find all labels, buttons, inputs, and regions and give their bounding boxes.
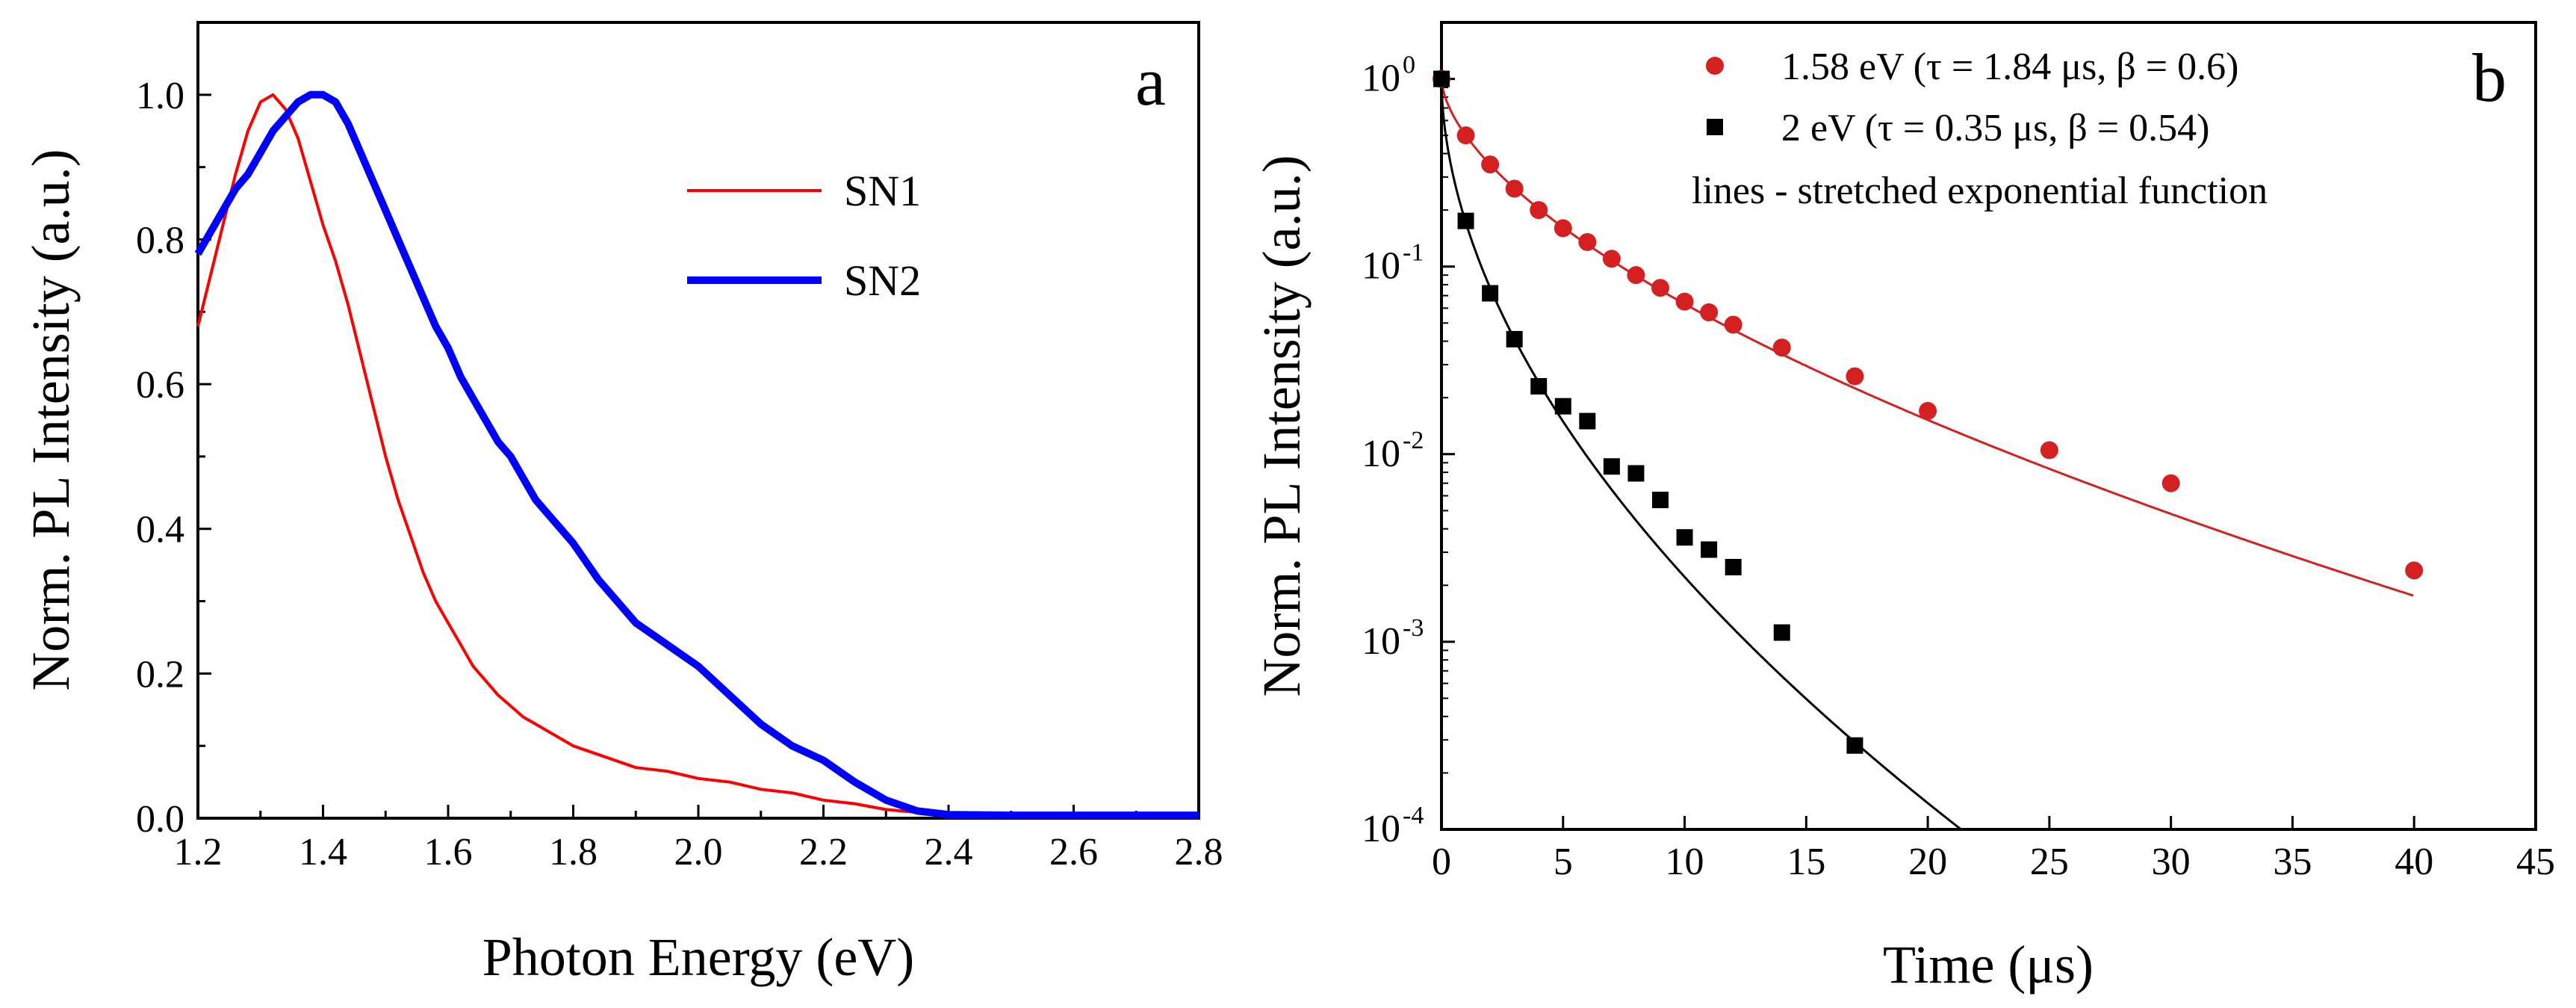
panel-b-data-point [1578,232,1597,251]
panel-b-fit-line [1440,79,1962,831]
panel-b-data-point [1724,315,1742,334]
panel-b-x-tick-label: 15 [1787,841,1825,883]
panel-b-y-tick-label: 10 [1362,58,1400,100]
panel-a-y-tick-label: 1.0 [136,75,184,117]
panel-b-x-tick-label: 25 [2030,841,2069,883]
panel-b-data-point [1652,492,1669,509]
panel-b-data-point [1627,465,1645,482]
panel-b-data-point [1602,250,1621,268]
panel-b-data-point [1579,412,1596,430]
panel-b-data-point [2405,561,2424,580]
panel-b-data-point [2161,474,2180,492]
panel-b-data-point [1919,401,1937,420]
panel-b-legend-marker [1707,119,1723,135]
panel-b-data-point [1846,367,1864,386]
panel-b-letter: b [2472,40,2507,116]
panel-b-fit-line [1440,78,2414,597]
panel-b-x-tick-label: 35 [2273,841,2312,883]
panel-b-data-point [1506,330,1523,347]
panel-b-x-tick-label: 45 [2516,841,2555,883]
panel-b-y-tick-label: 10 [1362,245,1400,288]
panel-b-data-point [1530,377,1548,395]
panel-b-legend-note: lines - stretched exponential function [1692,170,2268,212]
panel-b-data-point [1554,398,1571,415]
panel-b-legend-label: 2 eV (τ = 0.35 μs, β = 0.54) [1781,107,2209,149]
panel-b-x-axis-label: Time (μs) [1883,935,2094,995]
panel-a-x-tick-label: 1.6 [424,831,473,874]
panel-b-legend-marker [1706,57,1724,75]
panel-b-data-point [1530,201,1548,220]
panel-b-y-tick-exponent: -2 [1403,427,1424,454]
panel-b-y-tick-label: 10 [1362,433,1400,475]
panel-a-y-tick-label: 0.6 [136,364,184,406]
panel-a-x-axis-label: Photon Energy (eV) [482,927,915,987]
panel-b-data-point [1457,212,1474,229]
panel-b-data-point [1676,529,1693,546]
panel-a-legend-label: SN2 [844,256,921,305]
panel-b-data-point [1481,155,1500,174]
panel-b-x-tick-label: 5 [1554,841,1573,883]
panel-b-data-point [1701,541,1718,558]
panel-a-x-tick-label: 1.8 [549,831,598,874]
panel-b-data-point [1554,219,1572,238]
panel-a-letter: a [1135,43,1166,120]
panel-b-data-point [1700,303,1719,321]
panel-a-x-tick-label: 2.6 [1049,831,1098,874]
panel-b-data-point [1603,458,1620,475]
panel-a-y-tick-label: 0.0 [136,798,184,841]
panel-a-x-tick-label: 1.2 [174,831,223,874]
panel-b-y-tick-exponent: -4 [1403,802,1424,829]
panel-a-x-tick-label: 2.2 [799,831,848,874]
panel-a-plot-frame [196,21,1200,820]
panel-a-chart: a 1.2 1.4 1.6 1.8 2.0 2.2 2.4 2.6 2.8 0.0 0.2 0.4 0.… [21,21,1223,987]
panel-b-x-tick-label: 20 [1908,841,1947,883]
panel-a-y-tick-label: 0.8 [136,219,184,262]
panel-b-y-tick-label: 10 [1362,620,1400,663]
panel-b-y-tick-exponent: -1 [1403,239,1424,267]
panel-a-y-tick-label: 0.2 [136,653,184,696]
panel-b-data-point [1505,179,1524,198]
panel-a-series-line-sn2 [194,90,1199,820]
panel-b-data-point [1482,285,1499,302]
panel-b-x-tick-label: 10 [1666,841,1704,883]
panel-b-legend-label: 1.58 eV (τ = 1.84 μs, β = 0.6) [1781,46,2238,88]
panel-b-data-point [1846,737,1863,754]
panel-a-x-tick-label: 2.4 [925,831,973,874]
panel-b-data-point [1433,70,1450,87]
panel-a-x-tick-label: 2.0 [674,831,723,874]
panel-a-x-tick-label: 2.8 [1175,831,1223,874]
panel-b-x-tick-label: 30 [2152,841,2191,883]
panel-b-data-point [2040,441,2058,460]
panel-a-legend-label: SN1 [844,167,921,215]
panel-b-y-tick-label: 10 [1362,808,1400,850]
panel-a-y-tick-label: 0.4 [136,509,184,551]
panel-b-y-axis-label: Norm. PL Intensity (a.u.) [1252,155,1312,696]
panel-b-data-point [1772,338,1791,357]
panel-b-y-tick-exponent: 0 [1403,52,1415,79]
panel-b-data-point [1651,279,1669,297]
panel-b-data-point [1456,126,1475,145]
panel-b-y-tick-exponent: -3 [1403,614,1424,642]
panel-a-x-tick-label: 1.4 [299,831,347,874]
panel-a-series-line-sn1 [196,93,1199,819]
panel-b-data-point [1675,292,1694,311]
panel-b-x-tick-label: 0 [1432,841,1451,883]
panel-b-data-point [1627,266,1645,285]
panel-b-plot-frame [1440,21,2537,831]
panel-b-data-point [1725,558,1742,575]
panel-a-y-axis-label: Norm. PL Intensity (a.u.) [21,149,81,690]
panel-b-data-point [1773,624,1790,641]
panel-b-x-tick-label: 40 [2395,841,2433,883]
